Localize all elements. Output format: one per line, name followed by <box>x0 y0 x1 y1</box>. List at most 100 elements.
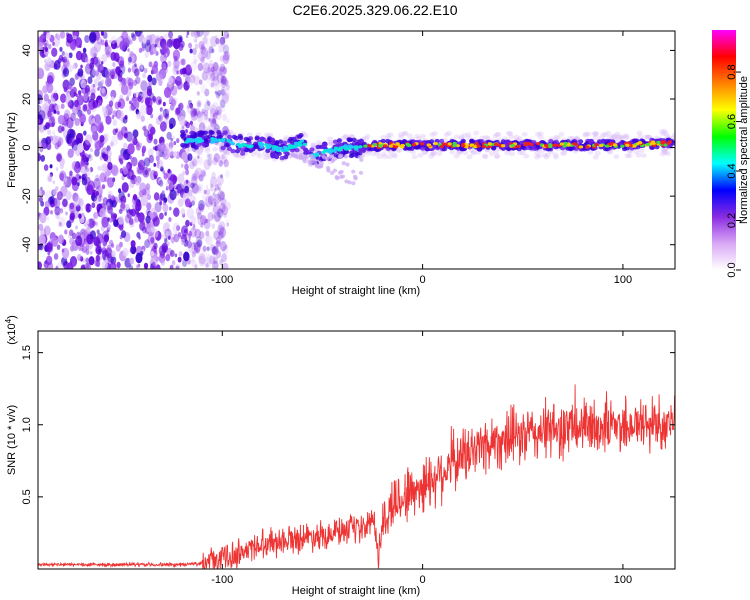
ridge-halo <box>455 150 462 156</box>
noise-dot <box>41 109 49 120</box>
noise-dot <box>214 123 218 127</box>
noise-dot <box>212 197 217 204</box>
ridge-halo <box>661 128 668 134</box>
ridge-core <box>230 142 236 146</box>
noise-dot <box>143 157 151 167</box>
noise-dot <box>155 155 160 162</box>
noise-dot <box>44 46 49 53</box>
ridge-halo <box>592 135 599 141</box>
noise-dot <box>117 74 123 82</box>
noise-dot <box>83 130 87 136</box>
ridge-halo <box>494 132 501 137</box>
noise-dot <box>170 237 175 244</box>
noise-dot <box>193 75 201 86</box>
noise-dot <box>149 169 157 181</box>
noise-dot <box>208 63 216 74</box>
ridge-halo <box>387 149 394 155</box>
noise-dot <box>210 186 214 192</box>
noise-dot <box>158 177 163 186</box>
ridge-halo <box>250 151 257 157</box>
ridge-halo <box>411 154 418 160</box>
noise-dot <box>189 74 196 84</box>
noise-dot <box>222 93 228 103</box>
noise-dot <box>206 99 209 104</box>
ridge-dot <box>303 149 310 154</box>
noise-dot <box>139 182 147 193</box>
noise-dot <box>38 104 42 114</box>
ridge-halo <box>481 153 488 159</box>
noise-dot <box>219 153 227 165</box>
ridge-halo <box>594 150 601 156</box>
noise-dot <box>176 138 180 144</box>
ridge-dot <box>199 130 205 135</box>
ridge-core <box>433 142 439 146</box>
noise-dot <box>145 208 151 216</box>
ridge-halo <box>246 132 253 138</box>
noise-dot <box>88 256 95 266</box>
ridge-core <box>548 144 553 149</box>
noise-dot <box>97 87 100 91</box>
ridge-halo <box>406 133 413 139</box>
noise-dot <box>47 129 52 136</box>
noise-dot <box>38 189 42 196</box>
noise-dot <box>93 178 101 190</box>
noise-dot <box>65 190 72 201</box>
ridge-halo <box>232 152 239 158</box>
noise-dot <box>43 206 50 216</box>
noise-dot <box>142 72 147 79</box>
noise-dot <box>69 137 76 147</box>
ridge-halo <box>543 154 550 160</box>
noise-dot <box>155 35 161 43</box>
ridge-core <box>367 144 372 148</box>
snr-ytick-label: 1.0 <box>21 417 33 432</box>
noise-dot <box>51 121 55 127</box>
noise-dot <box>163 197 168 204</box>
noise-dot <box>171 260 176 266</box>
noise-dot <box>214 90 218 95</box>
noise-dot <box>195 247 200 254</box>
noise-dot <box>151 64 159 75</box>
noise-dot <box>46 83 54 94</box>
noise-dot <box>38 141 42 148</box>
noise-dot <box>49 172 53 177</box>
noise-dot <box>164 238 168 243</box>
ridge-halo <box>633 149 640 155</box>
spectrogram-panel: -100 0 100 -40 -20 0 20 40 Height of straight l… <box>6 30 676 297</box>
noise-dot <box>200 83 207 93</box>
ridge-halo <box>598 135 605 140</box>
noise-dot <box>215 92 221 99</box>
ridge-dot <box>181 132 187 137</box>
noise-dot <box>47 175 52 182</box>
noise-dot <box>167 146 174 157</box>
noise-dot <box>78 198 84 207</box>
noise-dot <box>183 81 190 91</box>
noise-dot <box>93 41 102 53</box>
noise-dot <box>63 109 71 120</box>
noise-dot <box>92 83 96 88</box>
noise-dot <box>191 183 199 194</box>
noise-dot <box>140 115 145 122</box>
noise-dot <box>102 197 109 206</box>
noise-dot <box>178 115 186 127</box>
noise-dot <box>197 62 204 72</box>
ridge-halo <box>538 148 545 154</box>
noise-dot <box>221 76 228 87</box>
noise-dot <box>190 176 198 187</box>
noise-dot <box>96 229 100 235</box>
noise-dot <box>217 190 225 202</box>
ridge-halo <box>614 131 621 137</box>
noise-dot <box>97 122 105 134</box>
ridge-halo <box>414 133 421 139</box>
noise-dot <box>95 239 102 248</box>
noise-dot <box>43 37 47 43</box>
noise-dot <box>109 217 113 223</box>
noise-dot <box>127 67 132 73</box>
noise-dot <box>110 40 118 50</box>
noise-dot <box>111 165 119 177</box>
noise-dot <box>216 208 224 219</box>
snr-ytick-label: 1.5 <box>21 345 33 360</box>
ridge-core <box>333 146 339 150</box>
noise-dot <box>100 65 104 71</box>
noise-dot <box>162 203 169 213</box>
ridge-halo <box>327 139 334 145</box>
